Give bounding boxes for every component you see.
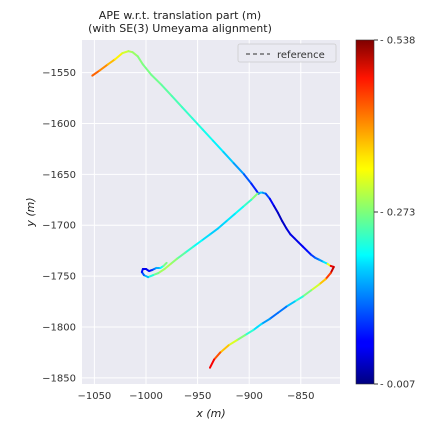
trajectory-segment xyxy=(260,317,271,325)
trajectory-segment xyxy=(225,213,236,223)
trajectory-segment xyxy=(222,150,235,165)
trajectory-segment xyxy=(217,220,228,230)
chart-title: APE w.r.t. translation part (m) xyxy=(98,9,262,22)
trajectory-segment xyxy=(310,283,321,292)
y-tick-label: −1550 xyxy=(42,68,76,79)
y-tick-label: −1800 xyxy=(42,323,76,334)
trajectory-segment xyxy=(250,182,258,192)
trajectory-segment xyxy=(131,51,139,58)
trajectory-segment xyxy=(243,173,253,185)
trajectory-segment xyxy=(235,334,247,342)
trajectory-segment xyxy=(136,55,144,66)
trajectory-segment xyxy=(212,139,225,153)
y-axis-ticks: −1550 −1600 −1650 −1700 −1750 −1800 −1850 xyxy=(42,68,76,384)
legend-box xyxy=(237,43,337,63)
x-tick-label: −950 xyxy=(184,391,211,402)
colorbar-tick-label: - 0.273 xyxy=(380,208,415,219)
trajectory-segment xyxy=(324,272,332,281)
x-tick-label: −900 xyxy=(235,391,262,402)
plot-background xyxy=(82,40,340,384)
trajectory-segment xyxy=(208,227,220,236)
trajectory-segment xyxy=(272,204,280,215)
y-tick-label: −1850 xyxy=(42,373,76,384)
colorbar-ticks: - 0.538 - 0.273 - 0.007 xyxy=(374,36,415,391)
legend: reference xyxy=(237,43,337,63)
trajectory-segment xyxy=(201,128,215,142)
legend-reference-label: reference xyxy=(277,50,325,61)
trajectory-segment xyxy=(170,94,184,109)
trajectory-segment xyxy=(232,162,246,176)
trajectory-segment xyxy=(227,339,238,347)
trajectory-segment xyxy=(98,63,109,72)
trajectory-segment xyxy=(169,257,178,265)
trajectory-segment xyxy=(150,73,163,86)
x-tick-label: −1000 xyxy=(129,391,163,402)
trajectory-lines xyxy=(91,50,335,369)
trajectory-segment xyxy=(106,58,117,66)
trajectory-segment xyxy=(213,351,222,361)
trajectory-segment xyxy=(184,245,195,254)
y-tick-label: −1650 xyxy=(42,170,76,181)
trajectory-segment xyxy=(208,358,216,369)
trajectory-segment xyxy=(268,311,280,320)
trajectory-segment xyxy=(121,50,130,55)
grid-lines xyxy=(82,40,340,384)
trajectory-segment xyxy=(181,106,194,120)
trajectory-segment xyxy=(244,329,255,337)
trajectory-segment xyxy=(192,239,203,248)
trajectory-segment xyxy=(329,265,335,275)
trajectory-segment xyxy=(91,69,101,77)
trajectory-segment xyxy=(157,267,166,275)
trajectory-segment xyxy=(285,300,296,308)
x-tick-label: −1050 xyxy=(77,391,111,402)
trajectory-segment xyxy=(264,192,271,200)
trajectory-segment xyxy=(160,83,173,97)
x-axis-label: x (m) xyxy=(195,407,225,420)
colorbar xyxy=(355,39,375,385)
y-tick-label: −1750 xyxy=(42,272,76,283)
trajectory-segment xyxy=(191,117,204,131)
trajectory-segment xyxy=(318,278,327,286)
y-axis-label: y (m) xyxy=(24,197,37,227)
trajectory-segment xyxy=(233,205,244,216)
trajectory-segment xyxy=(219,344,230,354)
trajectory-segment xyxy=(268,197,275,207)
trajectory-segment xyxy=(285,227,292,236)
y-tick-label: −1600 xyxy=(42,119,76,130)
x-axis-ticks: −1050 −1000 −950 −900 −850 xyxy=(77,391,314,402)
trajectory-segment xyxy=(163,262,172,270)
y-tick-label: −1700 xyxy=(42,221,76,232)
trajectory-segment xyxy=(281,220,288,230)
trajectory-segment xyxy=(114,52,124,61)
colorbar-tick-label: - 0.538 xyxy=(380,36,415,47)
trajectory-segment xyxy=(175,251,187,260)
trajectory-segment xyxy=(277,305,288,314)
trajectory-segment xyxy=(301,289,313,298)
trajectory-segment xyxy=(252,322,263,332)
trajectory-segment xyxy=(241,198,253,208)
trajectory-segment xyxy=(141,63,153,76)
trajectory-segment xyxy=(162,261,168,267)
trajectory-segment xyxy=(293,295,304,303)
x-tick-label: −850 xyxy=(287,391,314,402)
trajectory-segment xyxy=(200,233,211,242)
trajectory-segment xyxy=(250,192,259,201)
trajectory-segment xyxy=(277,212,284,223)
chart-subtitle: (with SE(3) Umeyama alignment) xyxy=(88,22,272,35)
colorbar-tick-label: - 0.007 xyxy=(380,380,415,391)
